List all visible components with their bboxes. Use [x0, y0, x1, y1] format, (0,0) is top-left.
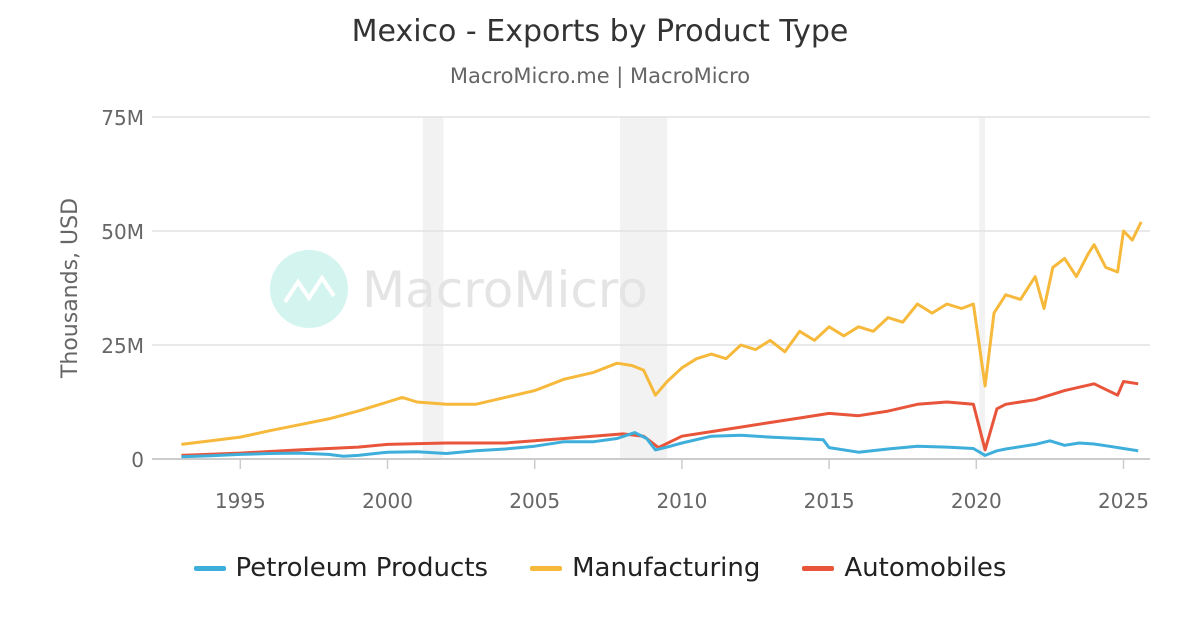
- legend-label: Automobiles: [844, 553, 1007, 583]
- y-axis-label: Thousands, USD: [58, 198, 83, 379]
- watermark-logo-icon: [270, 250, 348, 328]
- chart-title: Mexico - Exports by Product Type: [351, 14, 849, 49]
- x-tick-label: 2010: [656, 489, 707, 513]
- y-tick-label: 25M: [101, 334, 144, 358]
- x-tick-label: 2005: [509, 489, 560, 513]
- series-line-petroleum-products: [181, 431, 1139, 459]
- x-tick-label: 2020: [951, 489, 1002, 513]
- legend-swatch: [802, 565, 835, 571]
- recession-band: [422, 117, 444, 459]
- legend-label: Petroleum Products: [235, 553, 489, 583]
- x-tick-label: 2015: [804, 489, 855, 513]
- chart-subtitle: MacroMicro.me | MacroMicro: [449, 64, 751, 88]
- y-tick-label: 0: [131, 448, 144, 472]
- x-tick-label: 2000: [362, 489, 413, 513]
- x-tick-label: 1995: [215, 489, 266, 513]
- y-tick-label: 75M: [101, 106, 144, 130]
- watermark-logo-icon: [283, 274, 336, 304]
- legend: Petroleum Products Manufacturing Automob…: [0, 553, 1200, 583]
- series-line-automobiles: [181, 380, 1139, 457]
- recession-band: [620, 117, 668, 459]
- series-line-manufacturing: [181, 221, 1143, 446]
- legend-swatch: [193, 565, 226, 571]
- legend-item-automobiles[interactable]: Automobiles: [802, 553, 1006, 583]
- legend-item-manufacturing[interactable]: Manufacturing: [530, 553, 760, 583]
- y-tick-label: 50M: [101, 220, 144, 244]
- legend-swatch: [530, 565, 563, 571]
- legend-label: Manufacturing: [572, 553, 761, 583]
- recession-band: [979, 117, 986, 459]
- watermark-text: MacroMicro: [362, 261, 648, 319]
- legend-item-petroleum[interactable]: Petroleum Products: [193, 553, 489, 583]
- x-tick-label: 2025: [1098, 489, 1149, 513]
